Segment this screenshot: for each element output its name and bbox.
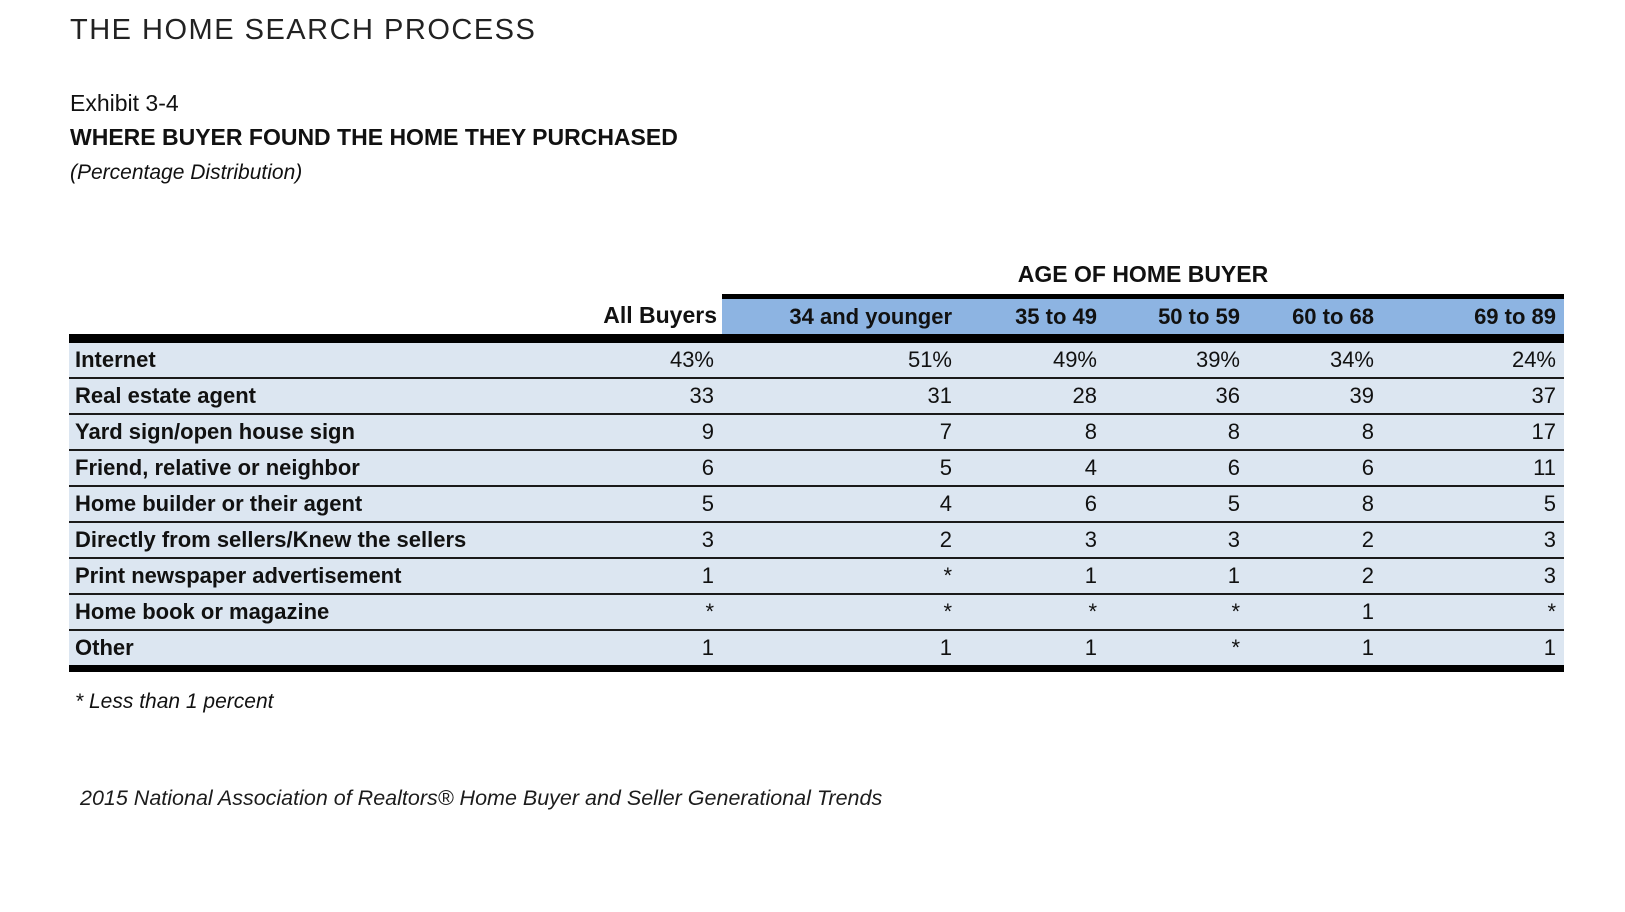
cell-value: 51% <box>722 338 960 379</box>
cell-value: 5 <box>1382 486 1564 523</box>
cell-value: 3 <box>1105 522 1248 559</box>
cell-value: 39 <box>1248 378 1382 415</box>
row-label-header <box>69 296 530 343</box>
cell-value: 33 <box>530 378 722 415</box>
cell-value: 43% <box>530 338 722 379</box>
row-label: Home builder or their agent <box>69 486 530 523</box>
exhibit-title: WHERE BUYER FOUND THE HOME THEY PURCHASE… <box>70 124 678 150</box>
buyer-source-table: All Buyers 34 and younger 35 to 49 50 to… <box>69 294 1564 672</box>
column-header-age-69-to-89: 69 to 89 <box>1382 294 1564 343</box>
cell-value: 2 <box>722 522 960 559</box>
cell-value: * <box>722 558 960 595</box>
cell-value: 1 <box>530 558 722 595</box>
column-header-all-buyers: All Buyers <box>530 296 722 343</box>
cell-value: * <box>1382 594 1564 631</box>
cell-value: 34% <box>1248 338 1382 379</box>
cell-value: 1 <box>1248 594 1382 631</box>
row-label: Real estate agent <box>69 378 530 415</box>
cell-value: 49% <box>960 338 1105 379</box>
cell-value: 3 <box>530 522 722 559</box>
exhibit-subtitle: (Percentage Distribution) <box>70 161 303 184</box>
cell-value: 1 <box>1248 630 1382 672</box>
cell-value: 24% <box>1382 338 1564 379</box>
cell-value: 5 <box>1105 486 1248 523</box>
age-group-header: AGE OF HOME BUYER <box>1017 261 1269 287</box>
cell-value: 8 <box>1248 414 1382 451</box>
exhibit-label: Exhibit 3-4 <box>70 90 179 116</box>
section-title: THE HOME SEARCH PROCESS <box>70 14 537 46</box>
cell-value: * <box>1105 630 1248 672</box>
cell-value: 4 <box>960 450 1105 487</box>
cell-value: * <box>530 594 722 631</box>
row-label: Friend, relative or neighbor <box>69 450 530 487</box>
cell-value: 3 <box>960 522 1105 559</box>
column-header-age-50-to-59: 50 to 59 <box>1105 294 1248 343</box>
cell-value: 1 <box>722 630 960 672</box>
cell-value: * <box>960 594 1105 631</box>
cell-value: 28 <box>960 378 1105 415</box>
cell-value: 37 <box>1382 378 1564 415</box>
cell-value: 8 <box>960 414 1105 451</box>
cell-value: 4 <box>722 486 960 523</box>
column-header-age-35-to-49: 35 to 49 <box>960 294 1105 343</box>
cell-value: 2 <box>1248 522 1382 559</box>
table-row: Home book or magazine * * * * 1 * <box>69 594 1564 631</box>
cell-value: 5 <box>530 486 722 523</box>
row-label: Yard sign/open house sign <box>69 414 530 451</box>
row-label: Other <box>69 630 530 672</box>
cell-value: 5 <box>722 450 960 487</box>
table-row: Other 1 1 1 * 1 1 <box>69 630 1564 672</box>
cell-value: 6 <box>1248 450 1382 487</box>
cell-value: * <box>1105 594 1248 631</box>
cell-value: 11 <box>1382 450 1564 487</box>
table-header-row: All Buyers 34 and younger 35 to 49 50 to… <box>69 294 1564 343</box>
cell-value: 3 <box>1382 558 1564 595</box>
cell-value: 7 <box>722 414 960 451</box>
cell-value: 1 <box>960 558 1105 595</box>
table-row: Friend, relative or neighbor 6 5 4 6 6 11 <box>69 450 1564 487</box>
footnote: * Less than 1 percent <box>75 690 274 713</box>
cell-value: 8 <box>1105 414 1248 451</box>
cell-value: 8 <box>1248 486 1382 523</box>
table-row: Print newspaper advertisement 1 * 1 1 2 3 <box>69 558 1564 595</box>
cell-value: 39% <box>1105 338 1248 379</box>
cell-value: 36 <box>1105 378 1248 415</box>
cell-value: * <box>722 594 960 631</box>
cell-value: 1 <box>1105 558 1248 595</box>
cell-value: 31 <box>722 378 960 415</box>
cell-value: 1 <box>530 630 722 672</box>
cell-value: 9 <box>530 414 722 451</box>
table-row: Yard sign/open house sign 9 7 8 8 8 17 <box>69 414 1564 451</box>
row-label: Home book or magazine <box>69 594 530 631</box>
table-row: Home builder or their agent 5 4 6 5 8 5 <box>69 486 1564 523</box>
cell-value: 1 <box>1382 630 1564 672</box>
table-row: Internet 43% 51% 49% 39% 34% 24% <box>69 338 1564 379</box>
table-row: Directly from sellers/Knew the sellers 3 2… <box>69 522 1564 559</box>
cell-value: 6 <box>530 450 722 487</box>
table-row: Real estate agent 33 31 28 36 39 37 <box>69 378 1564 415</box>
column-header-age-60-to-68: 60 to 68 <box>1248 294 1382 343</box>
cell-value: 17 <box>1382 414 1564 451</box>
cell-value: 6 <box>1105 450 1248 487</box>
source-line: 2015 National Association of Realtors® H… <box>80 786 883 810</box>
column-header-age-34-and-younger: 34 and younger <box>722 294 960 343</box>
cell-value: 2 <box>1248 558 1382 595</box>
row-label: Directly from sellers/Knew the sellers <box>69 522 530 559</box>
row-label: Internet <box>69 338 530 379</box>
cell-value: 1 <box>960 630 1105 672</box>
cell-value: 6 <box>960 486 1105 523</box>
cell-value: 3 <box>1382 522 1564 559</box>
row-label: Print newspaper advertisement <box>69 558 530 595</box>
exhibit-table: AGE OF HOME BUYER All Buyers 34 and youn… <box>69 258 1564 672</box>
